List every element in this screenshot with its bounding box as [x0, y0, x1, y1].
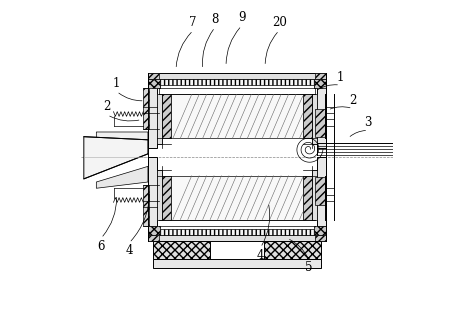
Bar — [312, 170, 317, 219]
Polygon shape — [84, 137, 148, 179]
Bar — [148, 235, 159, 241]
Text: 9: 9 — [238, 11, 246, 24]
Bar — [302, 95, 315, 138]
Text: 6: 6 — [97, 240, 105, 252]
Bar — [315, 109, 325, 137]
Bar — [159, 229, 315, 235]
Bar — [159, 95, 172, 138]
Bar — [302, 176, 315, 219]
Text: 8: 8 — [211, 13, 219, 26]
Text: 5: 5 — [305, 262, 313, 274]
Bar — [157, 170, 162, 219]
Bar — [153, 241, 210, 259]
Polygon shape — [314, 79, 326, 88]
Bar — [148, 79, 160, 88]
Text: 7: 7 — [190, 16, 197, 29]
Bar — [317, 157, 326, 226]
Polygon shape — [148, 235, 326, 241]
Bar — [148, 157, 157, 226]
Bar — [148, 79, 157, 148]
Text: 4: 4 — [126, 244, 133, 257]
Bar — [315, 177, 325, 205]
Text: 2: 2 — [104, 100, 111, 113]
Bar — [143, 88, 149, 129]
Bar — [143, 185, 149, 226]
Bar — [159, 176, 172, 219]
Bar — [314, 226, 326, 235]
Polygon shape — [148, 73, 326, 79]
Polygon shape — [96, 166, 148, 188]
Bar — [315, 73, 326, 79]
Bar — [153, 259, 321, 268]
Text: 4: 4 — [257, 249, 264, 262]
Text: 1: 1 — [337, 71, 344, 84]
Bar — [148, 73, 159, 79]
Polygon shape — [96, 132, 148, 154]
Bar — [315, 235, 326, 241]
Bar — [312, 95, 317, 144]
Text: 2: 2 — [349, 94, 356, 107]
Polygon shape — [148, 79, 160, 88]
Bar — [159, 79, 315, 85]
Polygon shape — [172, 176, 302, 219]
Text: 20: 20 — [272, 16, 287, 29]
Bar — [314, 79, 326, 88]
Bar — [264, 241, 321, 259]
Bar — [317, 79, 326, 148]
Text: 1: 1 — [113, 77, 120, 90]
Bar — [157, 95, 162, 144]
Polygon shape — [172, 95, 302, 138]
Text: 3: 3 — [365, 116, 372, 129]
Bar — [148, 226, 160, 235]
